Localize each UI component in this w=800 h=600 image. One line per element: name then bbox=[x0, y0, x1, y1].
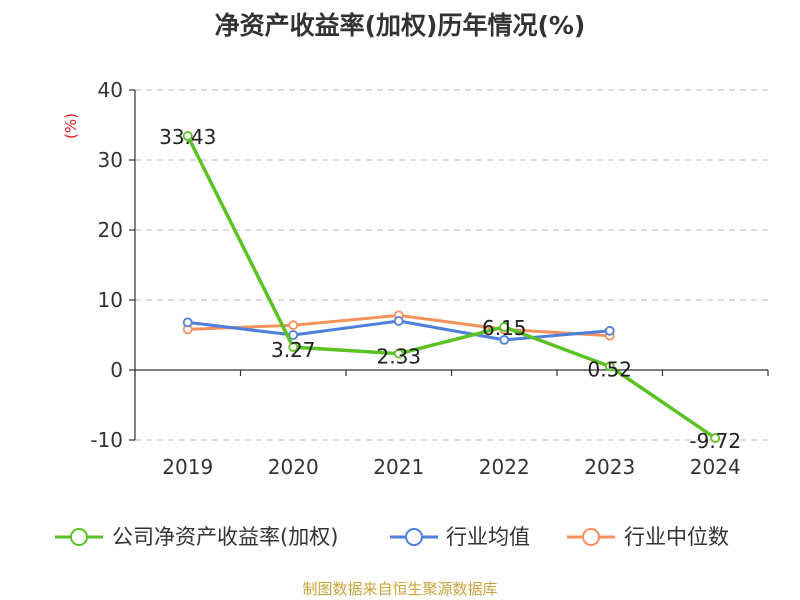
x-tick-label: 2022 bbox=[479, 455, 530, 479]
data-point bbox=[288, 330, 299, 340]
grid-lines bbox=[135, 89, 768, 441]
data-label: 2.33 bbox=[376, 345, 421, 369]
data-point bbox=[288, 342, 299, 353]
data-point bbox=[499, 334, 510, 345]
legend-label: 公司净资产收益率(加权) bbox=[112, 525, 338, 549]
data-label: 6.15 bbox=[482, 316, 527, 340]
legend-label: 行业均值 bbox=[446, 525, 530, 549]
y-axis-label: (%) bbox=[62, 113, 80, 139]
chart-title: 净资产收益率(加权)历年情况(%) bbox=[214, 11, 586, 40]
data-point bbox=[393, 316, 404, 326]
data-labels: 33.43 3.27 2.33 6.15 0.52 -9.72 bbox=[159, 125, 741, 453]
series-line-0 bbox=[186, 135, 717, 440]
data-point bbox=[288, 320, 299, 331]
legend-marker bbox=[405, 528, 423, 546]
data-label: 0.52 bbox=[587, 357, 632, 381]
axes: -10 0 10 20 30 40 (%) 2019 2020 2021 2022 2023 2024 bbox=[62, 78, 769, 479]
data-point bbox=[182, 131, 193, 141]
source-note: 制图数据来自恒生聚源数据库 bbox=[302, 580, 498, 598]
legend-marker bbox=[582, 528, 600, 546]
data-label: 33.43 bbox=[159, 125, 216, 149]
x-tick-label: 2020 bbox=[268, 455, 319, 479]
data-point bbox=[182, 317, 193, 328]
y-tick-label: 30 bbox=[98, 148, 123, 172]
y-tick-label: -10 bbox=[90, 428, 123, 452]
y-tick-label: 10 bbox=[98, 288, 123, 312]
data-point bbox=[604, 325, 615, 336]
legend-item-2[interactable]: 行业中位数 bbox=[567, 525, 729, 549]
y-tick-label: 0 bbox=[110, 358, 123, 382]
y-tick-label: 40 bbox=[98, 78, 123, 102]
legend-label: 行业中位数 bbox=[624, 525, 729, 549]
series-lines bbox=[182, 131, 721, 443]
data-point bbox=[393, 348, 404, 359]
data-point bbox=[604, 361, 615, 372]
data-label: -9.72 bbox=[689, 429, 741, 453]
x-tick-label: 2023 bbox=[584, 455, 635, 479]
legend-item-1[interactable]: 行业均值 bbox=[390, 525, 530, 549]
y-tick-label: 20 bbox=[98, 218, 123, 242]
x-tick-label: 2021 bbox=[373, 455, 424, 479]
legend[interactable]: 公司净资产收益率(加权) 行业均值 行业中位数 bbox=[55, 525, 729, 549]
data-label: 3.27 bbox=[271, 338, 316, 362]
legend-item-0[interactable]: 公司净资产收益率(加权) bbox=[55, 525, 338, 549]
legend-marker bbox=[70, 528, 88, 546]
data-point bbox=[499, 322, 510, 332]
data-point bbox=[710, 433, 721, 443]
x-tick-label: 2024 bbox=[690, 455, 741, 479]
x-tick-label: 2019 bbox=[162, 455, 213, 479]
